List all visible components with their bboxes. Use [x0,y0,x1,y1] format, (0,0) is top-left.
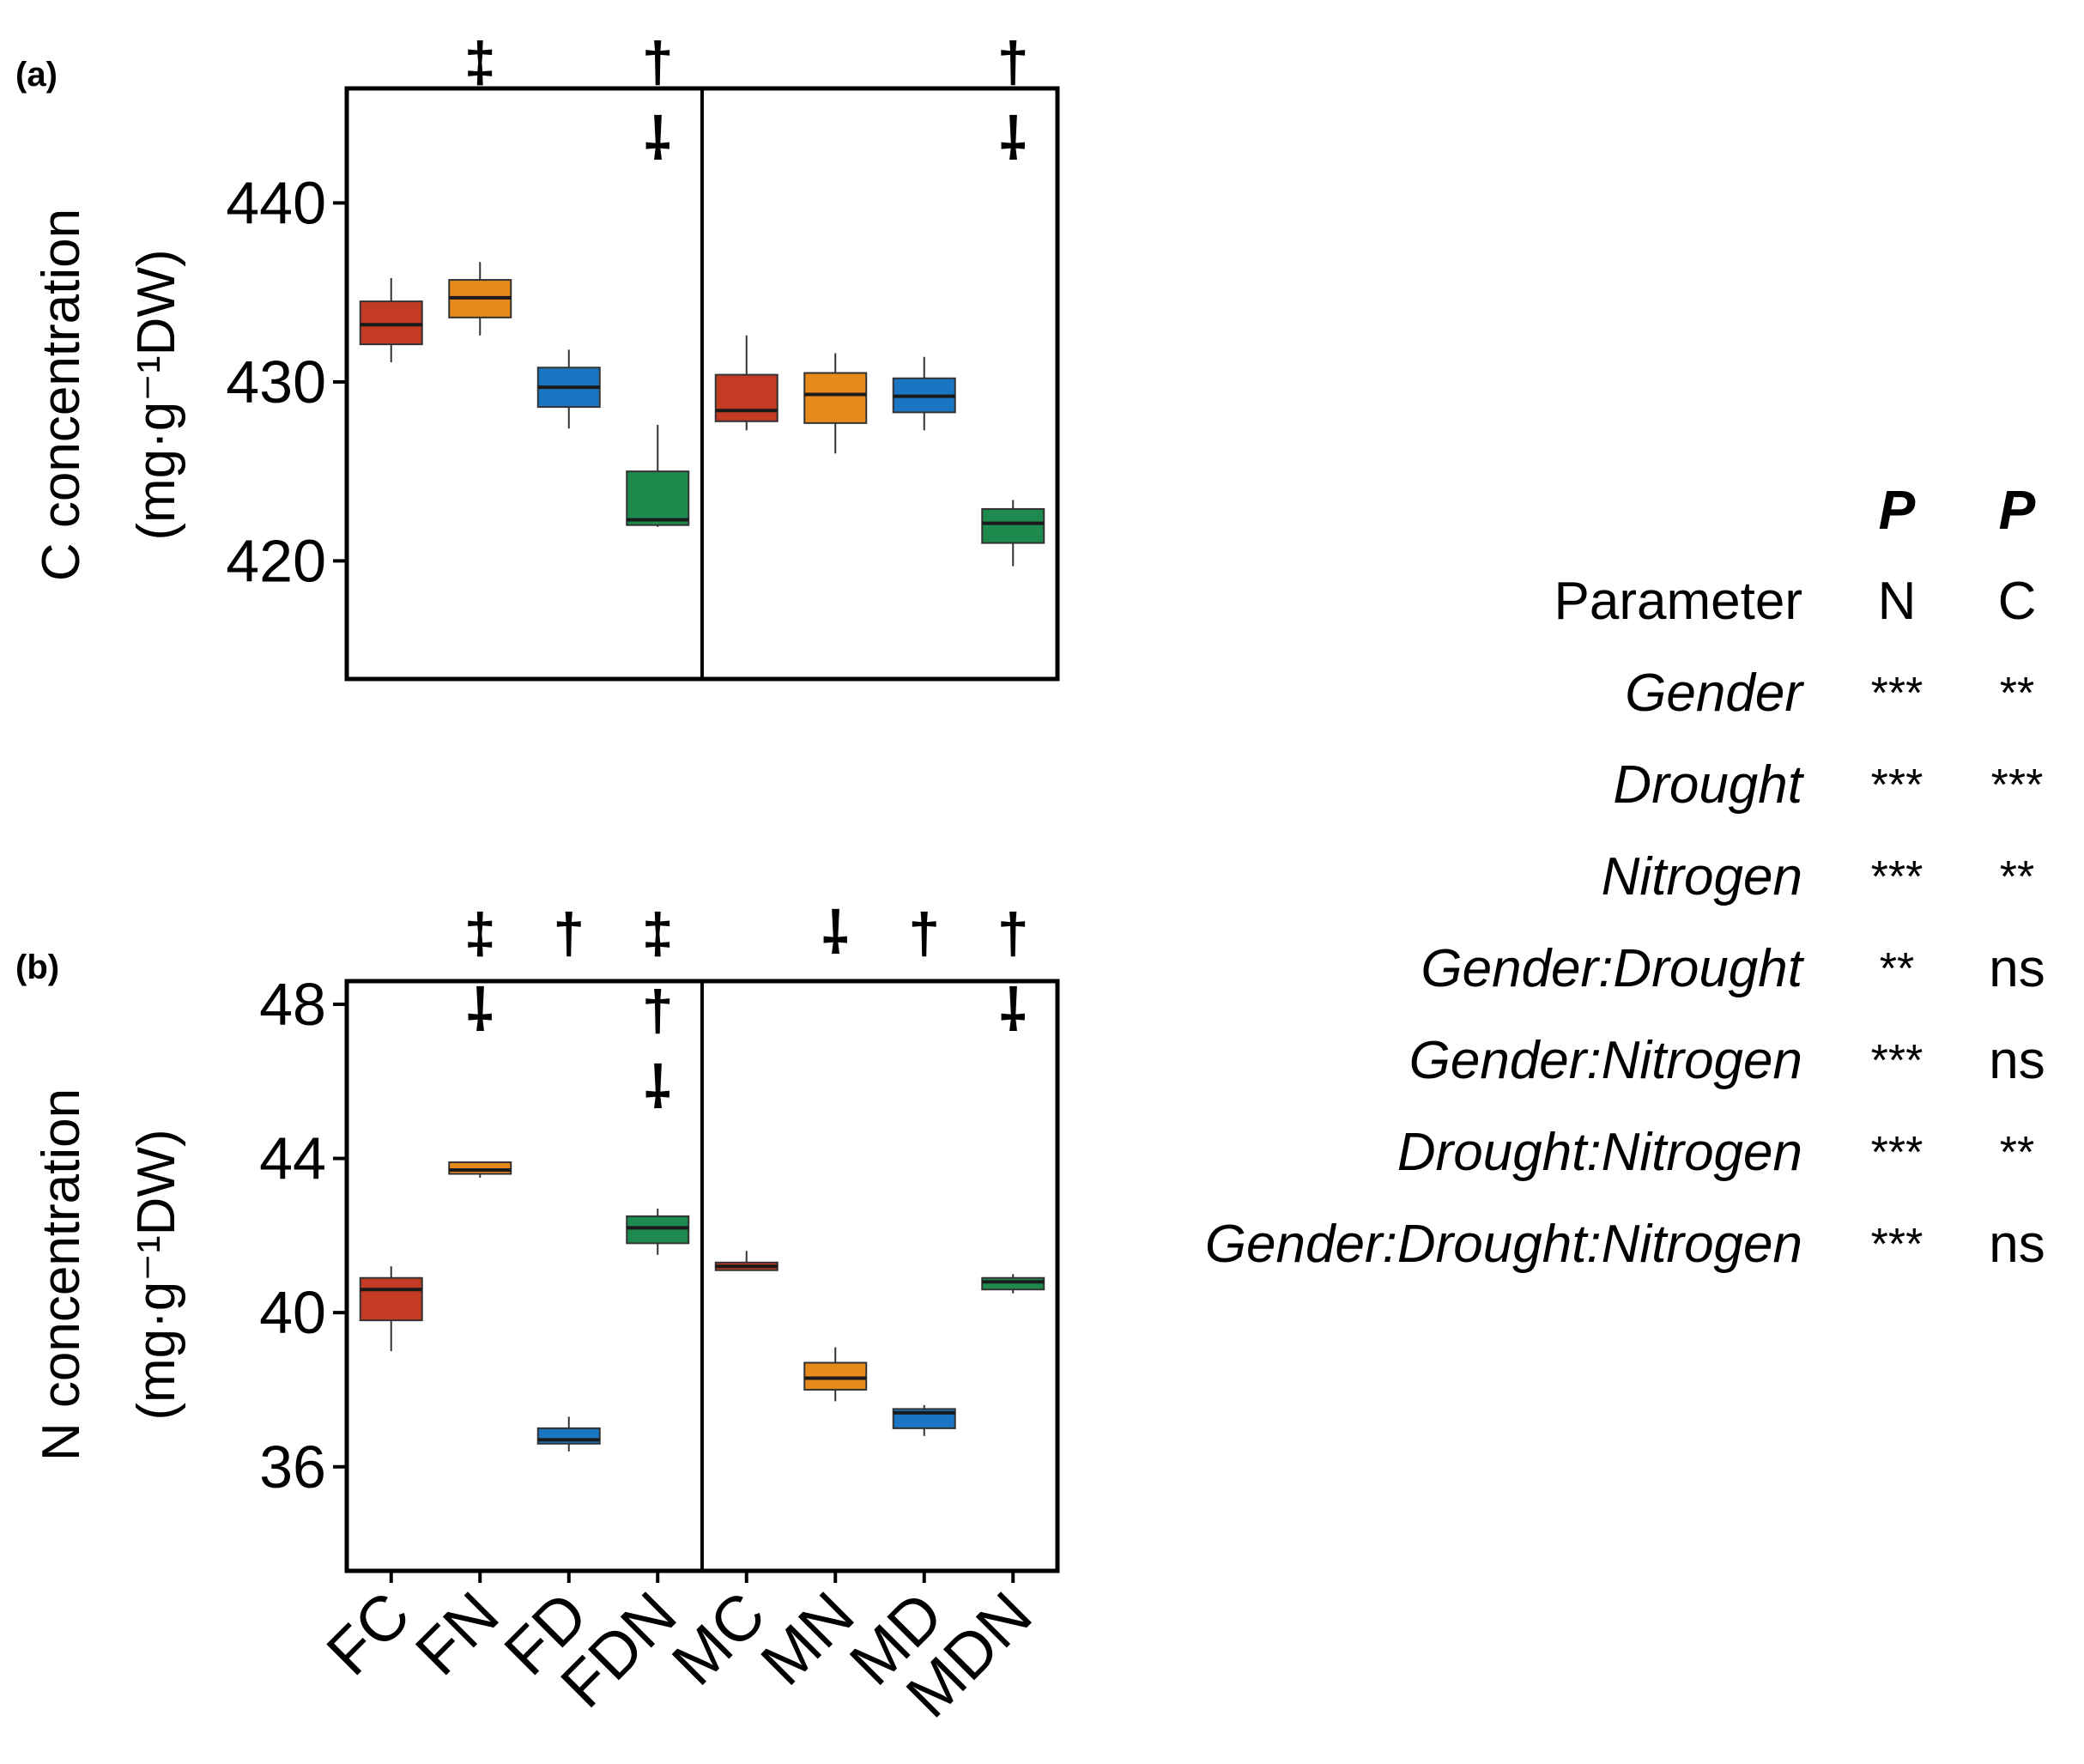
significance-mark-b-md-0: † [908,901,940,965]
column-header-row: Parameter N C [1205,555,2077,647]
significance-marks-a: ‡ † ⸸ † ⸸ [464,30,1029,171]
y-axis-label-a: C concentration [32,209,91,581]
p-header-c: P [1998,478,2036,541]
anova-table: P P Parameter N C Gender *** ** Drought *** *… [1013,464,2077,1290]
stats-row: Gender:Nitrogen *** ns [1205,1015,2077,1106]
stats-p-n: *** [1870,852,1923,902]
significance-mark-b-mn-0: ⸸ [822,901,849,965]
box-b-fdn [626,1215,690,1245]
stats-row: Drought:Nitrogen *** ** [1205,1106,2077,1198]
stats-parameter: Gender:Drought [1421,939,1802,998]
stats-rows: Gender *** ** Drought *** *** Nitrogen *** ** Gen… [1205,647,2077,1290]
y-tick-label-b-36: 36 [259,1434,326,1500]
box-a-mn [803,372,868,424]
y-axis-unit-b: (mg·g⁻¹DW) [127,1129,186,1420]
boxes-a [359,262,1045,567]
stats-row: Gender *** ** [1205,647,2077,739]
column-header-c: C [1997,572,2037,631]
box-a-mc [714,373,778,422]
box-a-mdn [981,507,1045,544]
stats-p-n: ** [1879,943,1915,994]
y-tick-label-a-420: 420 [226,527,326,594]
stats-parameter: Nitrogen [1601,847,1802,906]
significance-mark-b-fn-1: ⸸ [467,979,494,1042]
y-tick-label-a-430: 430 [226,349,326,415]
y-ticks-a: 420 430 440 [226,169,347,594]
y-ticks-b: 36 40 44 48 [259,971,347,1500]
panel-a: (a) C concentration (mg·g⁻¹DW) 420 430 440… [15,30,1060,682]
y-tick-label-a-440: 440 [226,169,326,236]
stats-p-n: *** [1870,668,1923,718]
y-axis-label-b: N concentration [32,1088,91,1461]
stats-p-c: ** [1999,1127,2035,1178]
significance-mark-b-fd-0: † [553,901,585,965]
y-tick-label-b-40: 40 [259,1279,326,1346]
significance-mark-a-mdn-1: ⸸ [1000,107,1027,171]
stats-p-c: ns [1989,1031,2045,1090]
box-a-fc [359,300,423,346]
box-b-fc [359,1276,423,1322]
column-header-n: N [1877,572,1917,631]
stats-p-n: *** [1870,1127,1923,1178]
stats-row: Drought *** *** [1205,739,2077,831]
stats-row: Gender:Drought:Nitrogen *** ns [1205,1198,2077,1290]
stats-p-c: *** [1990,760,2044,810]
p-header-row: P P [1205,464,2077,555]
stats-p-c: ns [1989,939,2045,998]
stats-parameter: Gender:Nitrogen [1409,1031,1802,1090]
stats-row: Nitrogen *** ** [1205,831,2077,923]
significance-mark-a-fdn-0: † [642,30,674,94]
significance-mark-b-fdn-0: ‡ [642,901,674,965]
significance-mark-b-mdn-0: † [997,901,1029,965]
stats-p-c: ns [1989,1215,2045,1274]
y-tick-label-b-48: 48 [259,971,326,1038]
significance-mark-a-mdn-0: † [997,30,1029,94]
p-header-n: P [1878,478,1916,541]
stats-p-n: *** [1870,1219,1923,1270]
significance-marks-b: ‡ ⸸ † ‡ † ⸸ ⸸ † † ⸸ [464,901,1029,1119]
panel-label-b: (b) [15,949,59,986]
stats-p-c: ** [1999,852,2035,902]
stats-p-n: *** [1870,760,1923,810]
panel-b: (b) N concentration (mg·g⁻¹DW) 36404448 … [15,901,1060,1731]
box-a-fdn [626,470,690,526]
stats-parameter: Gender [1625,664,1802,723]
box-b-mn [803,1361,868,1391]
y-tick-label-b-44: 44 [259,1125,326,1192]
stats-parameter: Drought [1613,755,1802,815]
panel-label-a: (a) [15,56,58,94]
boxes-b [359,1161,1045,1452]
stats-parameter: Gender:Drought:Nitrogen [1204,1215,1802,1274]
stats-p-n: *** [1870,1035,1923,1086]
stats-row: Gender:Drought ** ns [1205,923,2077,1015]
significance-mark-a-fdn-1: ⸸ [645,107,671,171]
significance-mark-b-fdn-2: ⸸ [645,1056,671,1119]
significance-mark-b-mdn-1: ⸸ [1000,979,1027,1042]
stats-p-c: ** [1999,668,2035,718]
significance-mark-b-fn-0: ‡ [464,901,496,965]
significance-mark-b-fdn-1: † [642,979,674,1042]
y-axis-unit-a: (mg·g⁻¹DW) [127,249,186,540]
box-b-fn [448,1161,512,1175]
significance-mark-a-fn-0: ‡ [464,30,496,94]
stats-parameter: Drought:Nitrogen [1396,1123,1802,1182]
column-header-parameter: Parameter [1554,572,1802,631]
